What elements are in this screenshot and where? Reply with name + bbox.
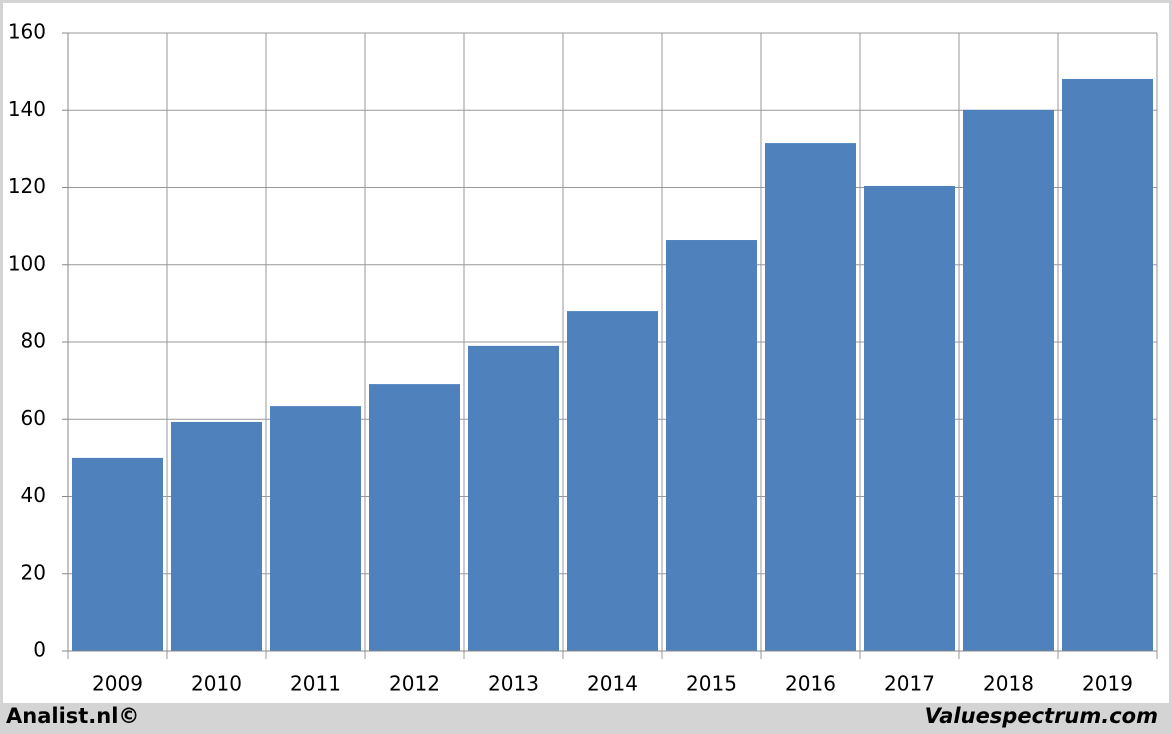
x-tick-label: 2015 [686,672,737,696]
bar [963,109,1054,651]
y-tick-label: 60 [21,406,46,430]
bar [666,240,757,651]
bar [270,406,361,651]
y-tick-label: 100 [8,251,46,275]
y-tick-label: 80 [21,329,46,353]
x-tick-label: 2014 [587,672,638,696]
x-tick-label: 2019 [1082,672,1133,696]
x-tick-label: 2016 [785,672,836,696]
bar [1062,78,1153,652]
bar [765,143,856,652]
y-tick-label: 40 [21,483,46,507]
y-tick-label: 0 [33,638,46,662]
bar [369,384,460,651]
footer-left: Analist.nl© [6,704,139,728]
bar [864,185,955,651]
bar [72,457,163,651]
x-tick-label: 2018 [983,672,1034,696]
x-tick-label: 2012 [389,672,440,696]
x-tick-label: 2009 [92,672,143,696]
y-tick-label: 160 [8,20,46,44]
x-tick-label: 2017 [884,672,935,696]
bar [567,311,658,651]
x-tick-label: 2010 [191,672,242,696]
x-tick-label: 2011 [290,672,341,696]
y-tick-label: 120 [8,174,46,198]
x-tick-label: 2013 [488,672,539,696]
bar [171,421,262,651]
y-tick-label: 140 [8,97,46,121]
y-tick-label: 20 [21,560,46,584]
bar [468,345,559,651]
footer-right: Valuespectrum.com [925,704,1158,728]
